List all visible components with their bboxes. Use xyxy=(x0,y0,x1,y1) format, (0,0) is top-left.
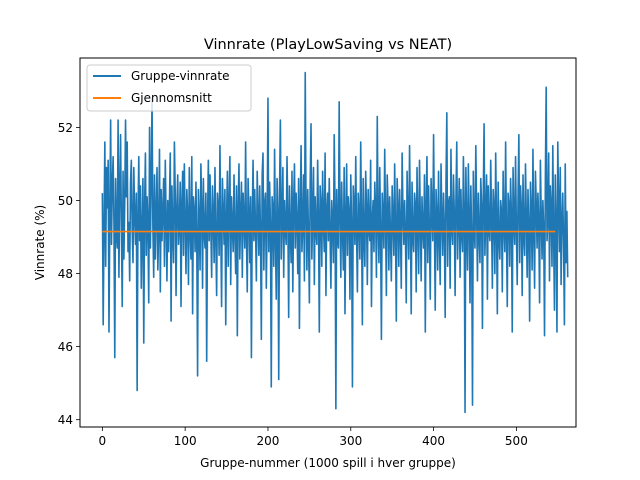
x-axis: 0 100 200 300 400 500 xyxy=(99,427,528,448)
y-tick-label: 50 xyxy=(58,194,73,208)
x-axis-label: Gruppe-nummer (1000 spill i hver gruppe) xyxy=(200,456,456,470)
x-tick-label: 0 xyxy=(99,434,107,448)
legend: Gruppe-vinnrate Gjennomsnitt xyxy=(86,64,252,112)
y-axis: 44 46 48 50 52 xyxy=(58,121,80,427)
legend-label-gjennomsnitt: Gjennomsnitt xyxy=(131,91,212,105)
x-tick-label: 200 xyxy=(257,434,280,448)
x-tick-label: 400 xyxy=(422,434,445,448)
series-line-gruppe-vinnrate xyxy=(101,71,569,414)
y-tick-label: 44 xyxy=(58,413,73,427)
chart-title: Vinnrate (PlayLowSaving vs NEAT) xyxy=(204,37,452,53)
series-layer xyxy=(101,71,569,414)
y-tick-label: 52 xyxy=(58,121,73,135)
legend-box xyxy=(86,64,252,112)
x-tick-label: 300 xyxy=(339,434,362,448)
x-tick-label: 100 xyxy=(174,434,197,448)
y-axis-label: Vinnrate (%) xyxy=(33,205,47,280)
y-tick-label: 46 xyxy=(58,340,73,354)
legend-label-gruppe-vinnrate: Gruppe-vinnrate xyxy=(131,69,229,83)
plot-frame xyxy=(79,57,577,428)
y-tick-label: 48 xyxy=(58,267,73,281)
x-tick-label: 500 xyxy=(505,434,528,448)
